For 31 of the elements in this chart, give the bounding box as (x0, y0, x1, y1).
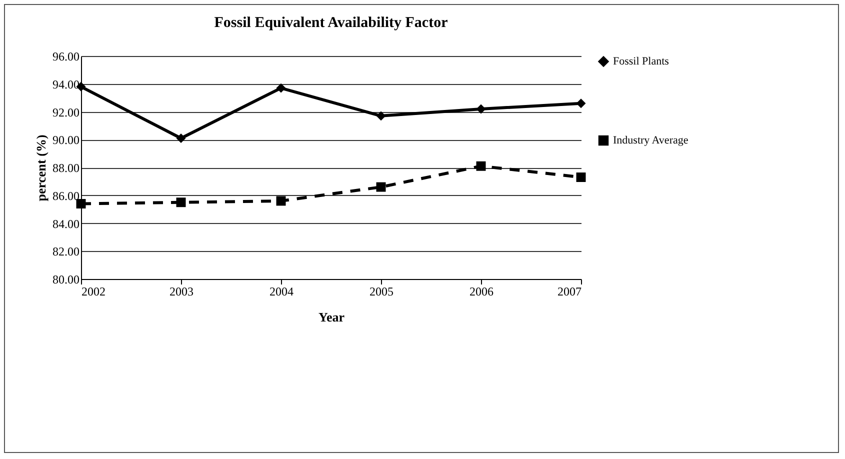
point (476, 161, 486, 171)
x-tick-label: 2003 (170, 284, 194, 298)
y-axis-title: percent (%) (34, 134, 48, 202)
y-tick-label: 84.00 (52, 216, 80, 231)
point (176, 198, 186, 208)
legend-label: Industry Average (613, 134, 688, 146)
y-tick-label: 80.00 (52, 272, 80, 286)
point (576, 98, 586, 108)
x-tick-label: 2005 (370, 284, 394, 298)
x-axis-title: Year (318, 310, 345, 324)
y-tick-label: 90.00 (52, 133, 80, 148)
y-tick-label: 94.00 (52, 77, 80, 92)
y-tick-label: 88.00 (52, 161, 80, 175)
point (276, 83, 286, 93)
y-tick-label: 96.00 (52, 50, 80, 64)
point (176, 133, 186, 143)
x-tick-label: 2002 (82, 284, 106, 298)
point (276, 196, 286, 206)
x-tick-label: 2006 (470, 284, 494, 298)
x-tick-label: 2004 (270, 284, 294, 298)
legend-label: Fossil Plants (613, 56, 669, 68)
y-tick-label: 86.00 (52, 188, 80, 203)
point (76, 198, 86, 208)
x-tick-label: 2007 (558, 284, 582, 298)
chart-title: Fossil Equivalent Availability Factor (214, 15, 448, 31)
y-tick-label: 82.00 (52, 244, 80, 259)
y-tick-label: 92.00 (52, 105, 80, 120)
point (476, 104, 486, 114)
point (376, 111, 386, 121)
point (376, 182, 386, 192)
point (576, 172, 586, 182)
